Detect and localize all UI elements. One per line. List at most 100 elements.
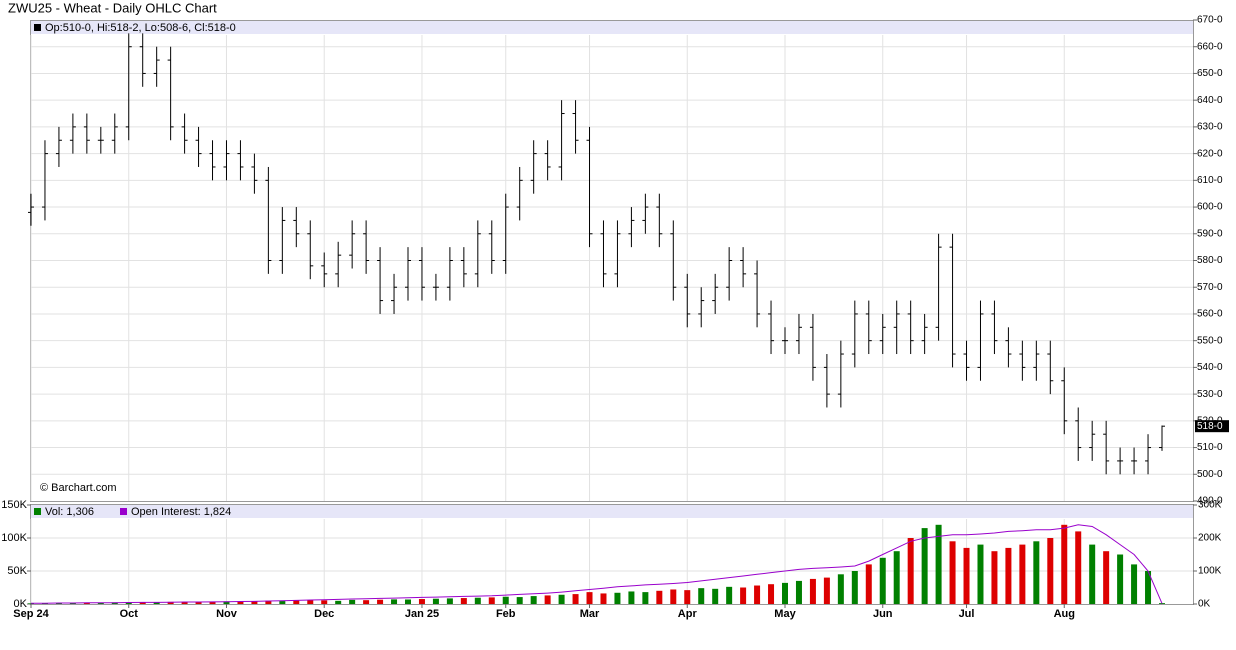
volume-bar <box>572 594 579 604</box>
volume-bar <box>977 544 984 604</box>
legend-swatch <box>120 508 127 515</box>
volume-bar <box>265 600 272 604</box>
volume-bar <box>782 582 788 604</box>
volume-bar <box>153 602 160 604</box>
last-price-box <box>1195 420 1229 433</box>
volume-bar <box>125 602 132 604</box>
volume-bar <box>823 577 830 604</box>
volume-bar <box>293 600 300 604</box>
volume-bar <box>446 598 453 604</box>
volume-bar <box>935 524 942 604</box>
y-tick-label: 630-0 <box>1197 122 1223 133</box>
volume-bar <box>321 600 328 604</box>
volume-bar <box>628 591 635 604</box>
volume-bar <box>600 593 607 604</box>
volume-bar <box>530 596 537 604</box>
volume-bar <box>963 547 970 604</box>
oi-line <box>30 524 1163 604</box>
volume-bar <box>1145 571 1152 604</box>
volume-bar <box>1019 544 1026 604</box>
volume-bar <box>139 602 146 604</box>
volume-bar <box>335 600 342 604</box>
y-tick-label: 660-0 <box>1197 41 1223 52</box>
volume-bar <box>502 596 509 604</box>
volume-bar <box>237 601 244 604</box>
volume-bar <box>1103 551 1110 604</box>
volume-bar <box>195 602 202 604</box>
y-tick-label: 670-0 <box>1197 15 1223 26</box>
volume-frame <box>30 504 1194 605</box>
volume-bar <box>921 528 928 604</box>
y2-tick-label: 300K <box>1198 500 1222 511</box>
volume-bar <box>363 600 370 604</box>
volume-bar <box>223 601 230 604</box>
y-tick-label: 150K <box>1 499 27 511</box>
x-tick-label: Jun <box>873 608 893 620</box>
volume-bar <box>209 601 216 604</box>
y-tick-label: 510-0 <box>1197 442 1223 453</box>
legend-swatch <box>34 508 41 515</box>
volume-bar <box>307 600 314 604</box>
x-tick-label: Jan 25 <box>405 608 439 620</box>
volume-bar <box>167 601 174 604</box>
x-tick-label: Nov <box>216 608 238 620</box>
y-tick-label: 490-0 <box>1197 496 1223 507</box>
x-tick-label: Mar <box>580 608 600 620</box>
y-tick-label: 640-0 <box>1197 95 1223 106</box>
volume-bar <box>754 585 761 604</box>
volume-bar <box>279 601 286 604</box>
volume-bar <box>740 587 747 604</box>
x-tick-label: Oct <box>120 608 139 620</box>
legend-label: Vol: 1,306 <box>45 506 94 518</box>
volume-bar <box>474 597 481 604</box>
volume-bar <box>907 538 914 604</box>
y-tick-label: 580-0 <box>1197 255 1223 266</box>
volume-bar <box>432 598 439 604</box>
volume-bar <box>851 571 858 604</box>
y-tick-label: 100K <box>1 532 27 544</box>
volume-bar <box>544 595 551 604</box>
y-tick-label: 650-0 <box>1197 68 1223 79</box>
volume-bar <box>1089 544 1096 604</box>
volume-bar <box>1075 531 1082 604</box>
volume-bar <box>642 592 649 604</box>
volume-bar <box>97 602 104 604</box>
y-tick-label: 590-0 <box>1197 228 1223 239</box>
volume-bar <box>83 602 90 604</box>
y-tick-label: 560-0 <box>1197 309 1223 320</box>
volume-bar <box>656 590 663 604</box>
volume-bar <box>586 592 593 604</box>
x-tick-label: Dec <box>314 608 334 620</box>
volume-bar <box>809 578 816 604</box>
volume-bar <box>377 599 384 604</box>
volume-bar <box>949 541 956 604</box>
y2-tick-label: 100K <box>1198 566 1222 577</box>
y2-tick-label: 200K <box>1198 533 1222 544</box>
volume-bar <box>488 597 495 604</box>
y-tick-label: 50K <box>7 565 27 577</box>
volume-bar <box>879 557 886 604</box>
volume-bar <box>251 601 258 604</box>
x-tick-label: Sep 24 <box>13 608 49 620</box>
y-tick-label: 600-0 <box>1197 202 1223 213</box>
volume-bar <box>893 551 900 604</box>
chart-title: ZWU25 - Wheat - Daily OHLC Chart <box>8 0 217 15</box>
volume-bar <box>768 584 775 604</box>
volume-bar <box>28 603 34 604</box>
volume-bar <box>1061 524 1068 604</box>
volume-bar <box>418 599 425 604</box>
x-tick-label: Apr <box>678 608 698 620</box>
y-tick-label: 500-0 <box>1197 469 1223 480</box>
volume-bar <box>516 597 523 604</box>
x-tick-label: Feb <box>496 608 516 620</box>
volume-bar <box>1005 547 1012 604</box>
volume-bar <box>181 602 188 604</box>
y-tick-label: 530-0 <box>1197 389 1223 400</box>
y-tick-label: 550-0 <box>1197 335 1223 346</box>
y-tick-label: 610-0 <box>1197 175 1223 186</box>
info-swatch <box>34 24 41 31</box>
last-price-label: 518-0 <box>1197 421 1223 432</box>
volume-bar <box>349 599 356 604</box>
volume-bar <box>712 588 719 604</box>
